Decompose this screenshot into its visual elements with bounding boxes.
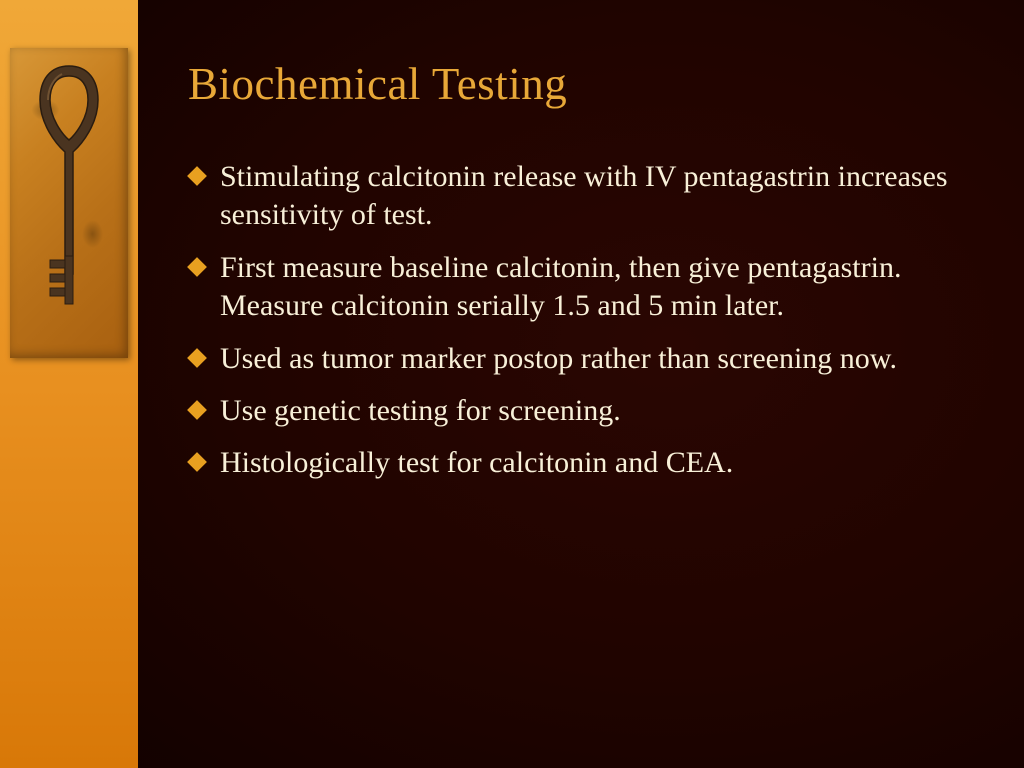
- slide-content: Biochemical Testing Stimulating calciton…: [138, 0, 1024, 768]
- slide-title: Biochemical Testing: [188, 58, 974, 110]
- antique-key-icon: [32, 60, 106, 340]
- key-image-panel: [10, 48, 128, 358]
- slide-sidebar: [0, 0, 138, 768]
- bullet-list: Stimulating calcitonin release with IV p…: [188, 158, 974, 483]
- list-item: Stimulating calcitonin release with IV p…: [188, 158, 974, 235]
- list-item: Histologically test for calcitonin and C…: [188, 444, 974, 482]
- list-item: First measure baseline calcitonin, then …: [188, 249, 974, 326]
- list-item: Used as tumor marker postop rather than …: [188, 340, 974, 378]
- list-item: Use genetic testing for screening.: [188, 392, 974, 430]
